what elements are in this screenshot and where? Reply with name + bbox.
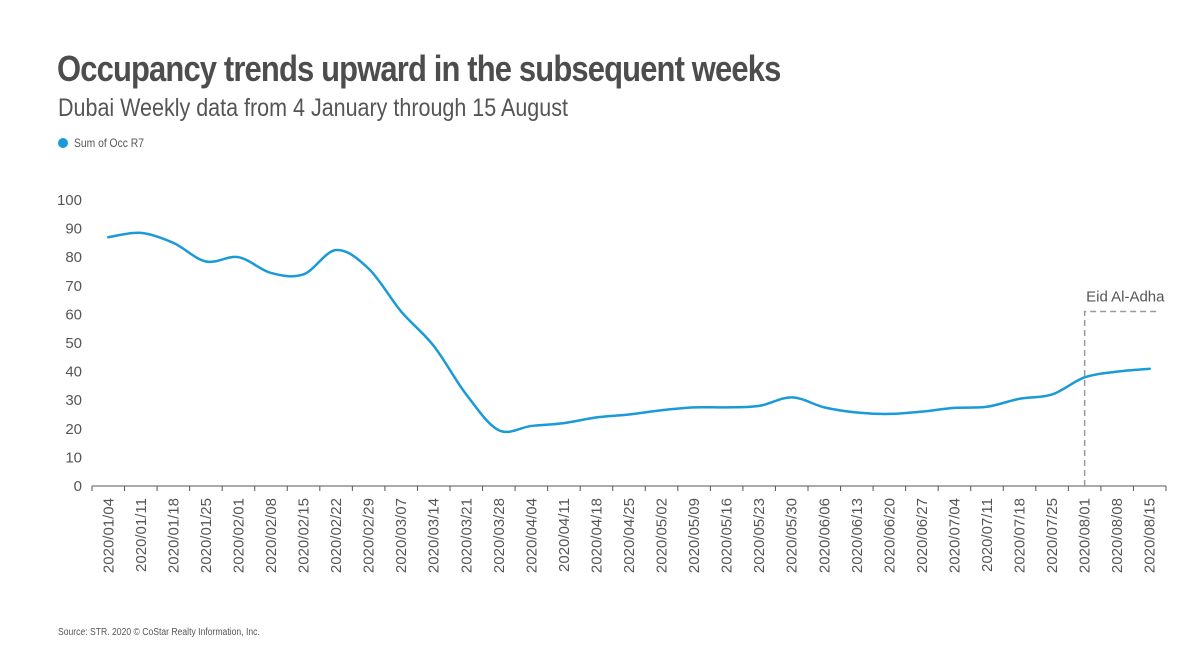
x-tick-label: 2020/02/22 [328,498,345,573]
x-tick-label: 2020/06/27 [914,498,931,573]
x-tick-label: 2020/03/28 [491,498,508,573]
x-tick-label: 2020/06/13 [849,498,866,573]
x-tick-label: 2020/05/30 [784,498,801,573]
y-tick-label: 40 [65,364,82,381]
y-tick-label: 100 [57,192,82,209]
x-tick-label: 2020/07/11 [979,498,996,572]
x-tick-label: 2020/05/02 [654,498,671,573]
x-tick-label: 2020/02/01 [230,498,247,573]
x-tick-label: 2020/08/08 [1109,498,1126,573]
x-tick-label: 2020/01/18 [165,498,182,573]
x-tick-label: 2020/07/25 [1044,498,1061,573]
y-tick-label: 60 [65,306,82,323]
x-tick-label: 2020/02/15 [296,498,313,573]
x-tick-label: 2020/05/16 [719,498,736,573]
x-tick-label: 2020/01/11 [133,498,150,572]
chart-title: Occupancy trends upward in the subsequen… [57,48,781,89]
y-tick-label: 10 [65,449,82,466]
source-note: Source: STR. 2020 © CoStar Realty Inform… [58,627,260,638]
x-tick-label: 2020/04/25 [621,498,638,573]
y-tick-label: 80 [65,249,82,266]
x-tick-label: 2020/04/04 [523,498,540,573]
y-tick-label: 30 [65,392,82,409]
x-tick-label: 2020/02/08 [263,498,280,573]
x-tick-label: 2020/05/09 [686,498,703,573]
legend-label: Sum of Occ R7 [74,136,144,150]
y-tick-label: 90 [65,221,82,238]
x-tick-label: 2020/03/07 [393,498,410,573]
series-line-occ-r7 [107,231,1151,434]
annotation-label: Eid Al-Adha [1086,289,1165,306]
x-tick-label: 2020/01/04 [100,498,117,573]
x-tick-label: 2020/08/15 [1142,498,1159,573]
y-tick-label: 70 [65,278,82,295]
x-tick-label: 2020/05/23 [751,498,768,573]
x-tick-label: 2020/04/18 [588,498,605,573]
legend-dot-icon [58,138,68,148]
x-tick-label: 2020/07/04 [946,498,963,573]
x-tick-label: 2020/01/25 [198,498,215,573]
x-tick-label: 2020/07/18 [1012,498,1029,573]
y-tick-label: 50 [65,335,82,352]
x-tick-label: 2020/06/20 [881,498,898,573]
legend: Sum of Occ R7 [58,136,155,150]
chart-subtitle: Dubai Weekly data from 4 January through… [58,94,568,122]
x-tick-label: 2020/03/14 [426,498,443,573]
x-tick-label: 2020/03/21 [458,498,475,573]
x-tick-label: 2020/08/01 [1077,498,1094,573]
x-tick-label: 2020/04/11 [556,498,573,572]
y-tick-label: 0 [74,478,82,495]
x-tick-label: 2020/02/29 [361,498,378,573]
annotation-dashed-bracket [1083,310,1160,486]
y-tick-label: 20 [65,421,82,438]
x-tick-label: 2020/06/06 [816,498,833,573]
